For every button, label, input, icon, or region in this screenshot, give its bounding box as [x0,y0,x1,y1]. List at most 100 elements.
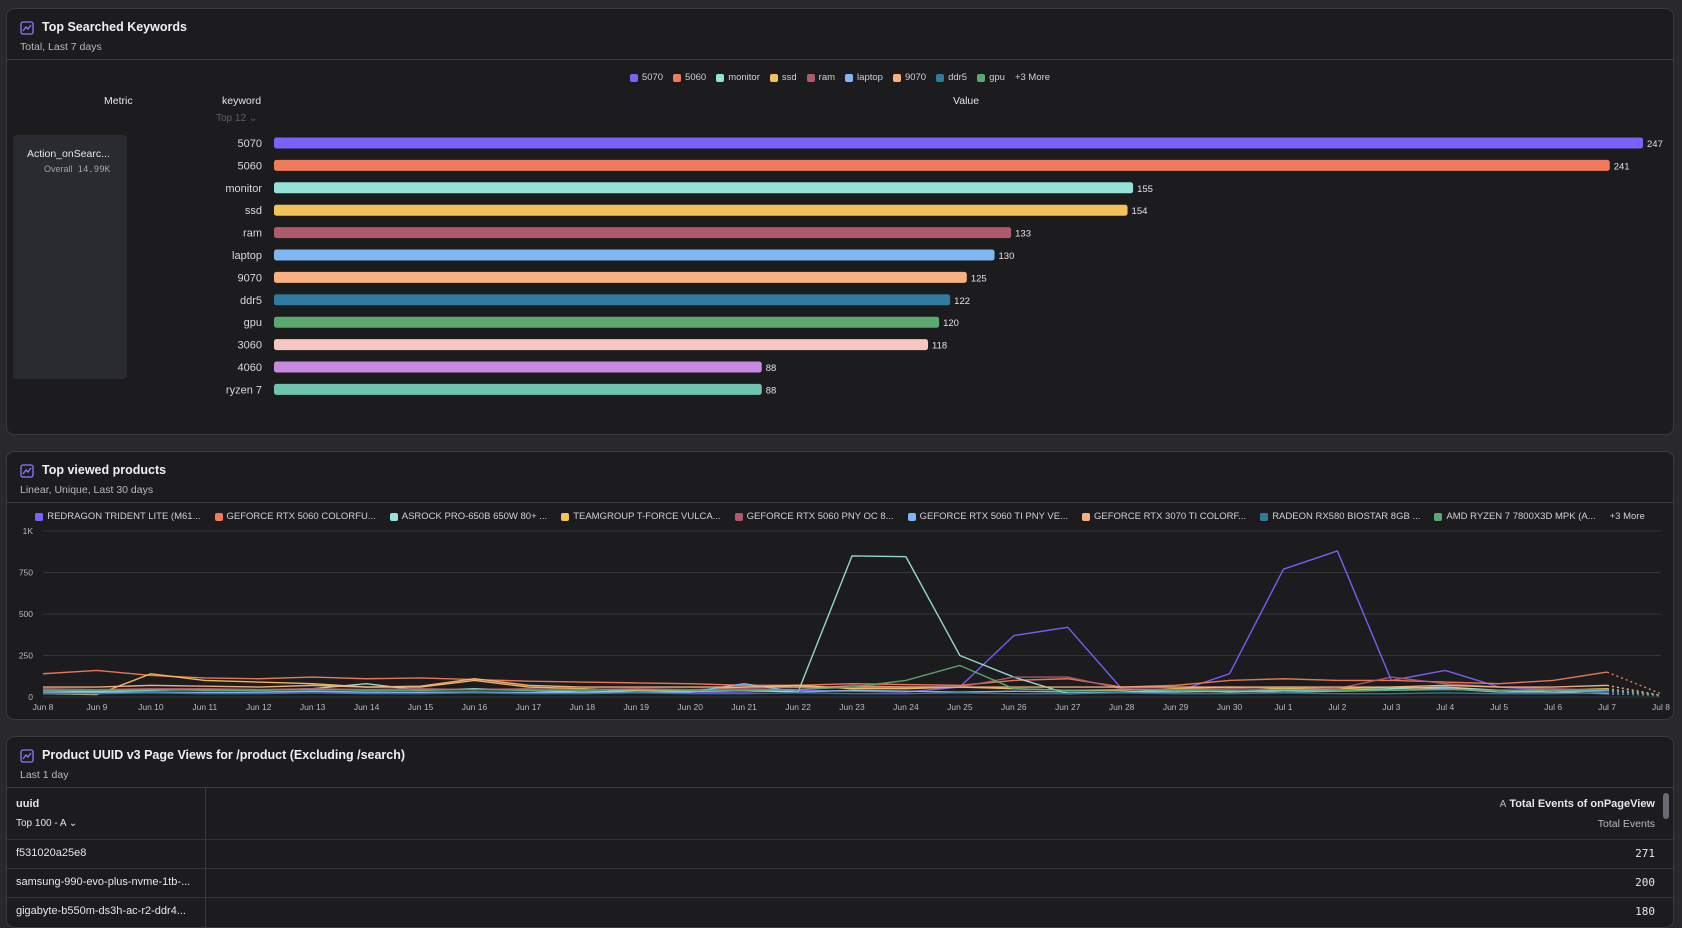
bar[interactable] [274,249,995,261]
legend-swatch [1260,512,1269,521]
series-line-incomplete [1607,692,1662,697]
divider [7,502,1673,503]
series-line-incomplete [1606,671,1662,695]
column-value: Value [953,95,980,107]
bar[interactable] [274,294,951,306]
bar-value-label: 241 [1614,161,1630,172]
x-tick-label: Jun 29 [1163,702,1189,712]
bar-value-label: 133 [1015,229,1031,240]
bar[interactable] [274,316,940,328]
bar[interactable] [274,383,762,395]
y-tick-label: 750 [19,568,33,578]
legend-swatch [907,512,916,521]
chart-legend: REDRAGON TRIDENT LITE (M61... GEFORCE RTX… [7,511,1673,522]
x-tick-label: Jun 24 [893,702,919,712]
top-selector[interactable]: Top 12 ⌄ [216,113,257,124]
legend-label: ddr5 [948,72,968,83]
bar[interactable] [274,339,929,351]
bar-value-label: 155 [1137,184,1153,195]
bar-label: laptop [232,250,262,262]
legend-item[interactable]: GEFORCE RTX 5060 PNY OC 8... [734,511,894,522]
metric-name: Action_onSearc... [27,148,110,160]
legend-item[interactable]: GEFORCE RTX 5060 TI PNY VE... [907,511,1068,522]
x-tick-label: Jun 17 [516,702,542,712]
bar-value-label: 154 [1132,206,1148,217]
series-line[interactable] [43,692,1608,695]
legend-item[interactable]: laptop [845,72,883,83]
bar-label: ssd [245,205,262,217]
legend-item[interactable]: 9070 [892,72,927,83]
legend-label: laptop [857,72,883,83]
legend-item[interactable]: ssd [769,72,797,83]
bar-label: 5060 [238,160,262,172]
series-line[interactable] [42,669,1608,688]
total-cell: 200 [1635,876,1655,889]
legend-item[interactable]: ddr5 [936,72,967,83]
table-scrollbar[interactable] [1663,793,1669,819]
chevron-down-icon: ⌄ [248,113,258,124]
x-tick-label: Jun 13 [300,702,326,712]
legend-label: 9070 [904,72,927,83]
bar-label: 4060 [238,362,262,374]
panel-title[interactable]: Top viewed products [42,463,167,477]
bar-value-label: 88 [766,363,777,374]
column-total[interactable]: A Total Events of onPageView [1500,798,1655,810]
metric-card[interactable]: Action_onSearc... Overall 14.99K [13,135,127,379]
series-line[interactable] [42,555,1608,695]
x-tick-label: Jul 5 [1490,702,1508,712]
legend-item[interactable]: 5060 [673,72,706,83]
products-panel: Top viewed products Linear, Unique, Last… [6,451,1674,720]
x-tick-label: Jul 6 [1544,702,1562,712]
legend-more[interactable]: +3 More [1609,511,1645,522]
table-row[interactable]: samsung-990-evo-plus-nvme-1tb-... 200 [7,869,1673,897]
bar[interactable] [274,182,1134,194]
bar-value-label: 125 [971,273,987,284]
legend-more[interactable]: +3 More [1014,72,1051,83]
column-uuid[interactable]: uuid [16,798,40,810]
uuid-table-panel: Product UUID v3 Page Views for /product … [6,736,1674,928]
legend-item[interactable]: TEAMGROUP T-FORCE VULCA... [561,511,721,522]
bar[interactable] [274,361,762,373]
series-line[interactable] [43,678,1608,688]
legend-item[interactable]: monitor [716,72,760,83]
table-row[interactable]: f531020a25e8 271 [7,840,1673,868]
y-tick-label: 1K [23,526,34,536]
bar[interactable] [274,137,1643,149]
x-tick-label: Jun 30 [1217,702,1243,712]
bar-value-label: 247 [1647,139,1663,150]
uuid-selector[interactable]: Top 100 - A ⌄ [16,818,77,829]
legend-item[interactable]: RADEON RX580 BIOSTAR 8GB ... [1260,511,1420,522]
legend-item[interactable]: GEFORCE RTX 3070 TI COLORF... [1081,511,1246,522]
y-tick-label: 250 [19,651,33,661]
chevron-down-icon: ⌄ [68,818,78,829]
bar[interactable] [274,159,1610,171]
series-line[interactable] [43,664,1608,692]
legend-label: RADEON RX580 BIOSTAR 8GB ... [1272,511,1421,522]
bar-value-label: 118 [932,341,947,352]
panel-title[interactable]: Top Searched Keywords [42,20,187,34]
legend-item[interactable]: GEFORCE RTX 5060 COLORFU... [214,511,376,522]
x-tick-label: Jul 8 [1652,702,1670,712]
x-tick-label: Jun 19 [624,702,650,712]
uuid-cell[interactable]: f531020a25e8 [16,847,87,859]
bar[interactable] [274,204,1128,216]
line-chart: 0 250 500 750 1K Jun 8 Jun 9 Jun 10 Jun 11 Jun 12… [19,526,1670,712]
uuid-cell[interactable]: gigabyte-b550m-ds3h-ac-r2-ddr4... [16,905,186,917]
panel-title[interactable]: Product UUID v3 Page Views for /product … [42,748,406,762]
legend-swatch [561,512,570,521]
legend-item[interactable]: REDRAGON TRIDENT LITE (M61... [35,511,201,522]
keywords-panel: Top Searched Keywords Total, Last 7 days… [6,8,1674,435]
row-divider [7,897,1673,898]
legend-item[interactable]: gpu [977,72,1005,83]
row-divider [7,868,1673,869]
legend-swatch [936,73,945,82]
legend-item[interactable]: ASROCK PRO-650B 650W 80+ ... [389,511,547,522]
uuid-cell[interactable]: samsung-990-evo-plus-nvme-1tb-... [16,876,191,888]
bar[interactable] [274,227,1012,239]
legend-item[interactable]: AMD RYZEN 7 7800X3D MPK (A... [1434,511,1596,522]
legend-item[interactable]: ram [806,72,835,83]
table-row[interactable]: gigabyte-b550m-ds3h-ac-r2-ddr4... 180 [7,898,1673,926]
bar[interactable] [274,271,967,283]
legend-item[interactable]: 5070 [629,72,663,83]
legend-label: 5060 [685,72,707,83]
